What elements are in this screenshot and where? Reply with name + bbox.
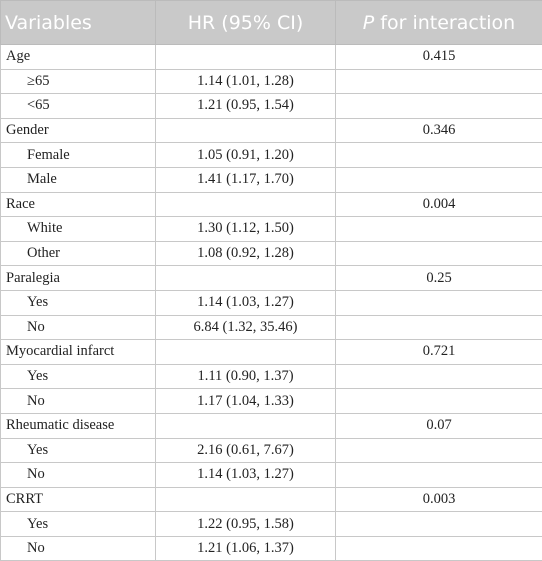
group-name: Rheumatic disease	[0, 412, 156, 439]
hr-value: 1.22 (0.95, 1.58)	[155, 511, 336, 537]
subgroup-row: ≥65 1.14 (1.01, 1.28)	[0, 68, 542, 95]
subgroup-label: Female	[0, 142, 156, 168]
subgroup-row: No 1.17 (1.04, 1.33)	[0, 388, 542, 414]
table-body: Age 0.415 ≥65 1.14 (1.01, 1.28) <65 1.21 (0.9…	[0, 44, 542, 561]
hr-value: 1.14 (1.03, 1.27)	[155, 462, 336, 488]
hr-value: 1.21 (1.06, 1.37)	[155, 535, 336, 561]
hr-value: 6.84 (1.32, 35.46)	[155, 314, 336, 341]
subgroup-row: No 1.21 (1.06, 1.37)	[0, 535, 542, 561]
subgroup-label: <65	[0, 93, 156, 119]
group-row: Rheumatic disease 0.07	[0, 412, 542, 439]
p-value: 0.25	[335, 265, 542, 291]
subgroup-row: Yes 1.22 (0.95, 1.58)	[0, 511, 542, 537]
empty-cell	[155, 44, 336, 70]
subgroup-label: ≥65	[0, 68, 156, 95]
p-value: 0.415	[335, 44, 542, 70]
p-value: 0.004	[335, 191, 542, 218]
subgroup-label: Yes	[0, 437, 156, 464]
subgroup-row: Female 1.05 (0.91, 1.20)	[0, 142, 542, 168]
empty-cell	[335, 437, 542, 464]
header-cell: HR (95% CI)	[155, 0, 336, 45]
header-italic: P	[362, 11, 375, 34]
group-name: Race	[0, 191, 156, 218]
group-name: Age	[0, 44, 156, 70]
group-name: Myocardial infarct	[0, 339, 156, 365]
subgroup-label: Yes	[0, 363, 156, 390]
group-name: CRRT	[0, 486, 156, 513]
hr-value: 1.05 (0.91, 1.20)	[155, 142, 336, 168]
subgroup-row: White 1.30 (1.12, 1.50)	[0, 216, 542, 242]
hr-value: 1.14 (1.01, 1.28)	[155, 68, 336, 95]
subgroup-label: Male	[0, 166, 156, 193]
empty-cell	[335, 166, 542, 193]
subgroup-row: Yes 2.16 (0.61, 7.67)	[0, 437, 542, 464]
empty-cell	[335, 68, 542, 95]
subgroup-row: No 6.84 (1.32, 35.46)	[0, 314, 542, 341]
group-row: Gender 0.346	[0, 117, 542, 144]
empty-cell	[335, 462, 542, 488]
p-value: 0.07	[335, 412, 542, 439]
empty-cell	[335, 93, 542, 119]
hr-value: 1.08 (0.92, 1.28)	[155, 240, 336, 267]
empty-cell	[335, 388, 542, 414]
group-row: Myocardial infarct 0.721	[0, 339, 542, 365]
empty-cell	[335, 216, 542, 242]
group-row: Paralegia 0.25	[0, 265, 542, 291]
hr-value: 1.14 (1.03, 1.27)	[155, 289, 336, 316]
subgroup-row: Other 1.08 (0.92, 1.28)	[0, 240, 542, 267]
hr-value: 2.16 (0.61, 7.67)	[155, 437, 336, 464]
hr-value: 1.17 (1.04, 1.33)	[155, 388, 336, 414]
subgroup-row: Yes 1.14 (1.03, 1.27)	[0, 289, 542, 316]
p-value: 0.346	[335, 117, 542, 144]
hr-value: 1.11 (0.90, 1.37)	[155, 363, 336, 390]
header-cell: P for interaction	[335, 0, 542, 45]
empty-cell	[335, 289, 542, 316]
empty-cell	[155, 191, 336, 218]
empty-cell	[155, 412, 336, 439]
empty-cell	[335, 363, 542, 390]
empty-cell	[335, 240, 542, 267]
subgroup-label: Other	[0, 240, 156, 267]
hr-value: 1.30 (1.12, 1.50)	[155, 216, 336, 242]
header-text: for interaction	[380, 11, 516, 34]
p-value: 0.721	[335, 339, 542, 365]
subgroup-row: <65 1.21 (0.95, 1.54)	[0, 93, 542, 119]
empty-cell	[155, 265, 336, 291]
subgroup-label: No	[0, 314, 156, 341]
header-cell: Variables	[0, 0, 156, 45]
subgroup-label: No	[0, 388, 156, 414]
subgroup-label: No	[0, 462, 156, 488]
empty-cell	[155, 486, 336, 513]
subgroup-row: No 1.14 (1.03, 1.27)	[0, 462, 542, 488]
subgroup-label: Yes	[0, 289, 156, 316]
hr-value: 1.41 (1.17, 1.70)	[155, 166, 336, 193]
group-row: Age 0.415	[0, 44, 542, 70]
subgroup-label: Yes	[0, 511, 156, 537]
group-row: Race 0.004	[0, 191, 542, 218]
empty-cell	[335, 314, 542, 341]
subgroup-row: Yes 1.11 (0.90, 1.37)	[0, 363, 542, 390]
group-row: CRRT 0.003	[0, 486, 542, 513]
empty-cell	[335, 511, 542, 537]
empty-cell	[155, 117, 336, 144]
table-header: Variables HR (95% CI) P for interaction	[0, 0, 542, 45]
p-value: 0.003	[335, 486, 542, 513]
empty-cell	[155, 339, 336, 365]
empty-cell	[335, 535, 542, 561]
group-name: Gender	[0, 117, 156, 144]
group-name: Paralegia	[0, 265, 156, 291]
subgroup-label: White	[0, 216, 156, 242]
empty-cell	[335, 142, 542, 168]
hr-value: 1.21 (0.95, 1.54)	[155, 93, 336, 119]
subgroup-label: No	[0, 535, 156, 561]
subgroup-row: Male 1.41 (1.17, 1.70)	[0, 166, 542, 193]
header-row: Variables HR (95% CI) P for interaction	[0, 0, 542, 45]
